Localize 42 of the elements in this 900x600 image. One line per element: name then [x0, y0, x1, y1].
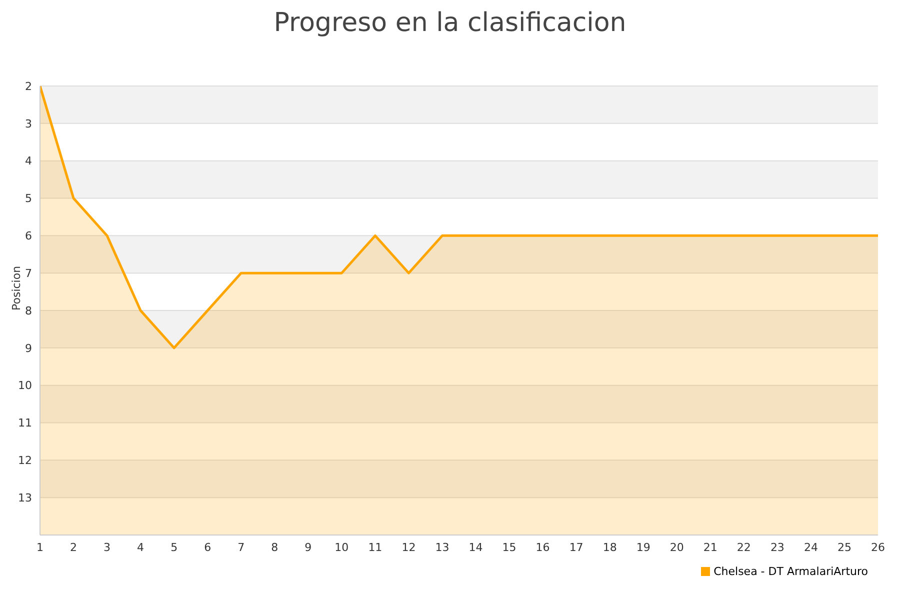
x-tick-label: 11: [368, 540, 382, 554]
y-tick-label: 12: [18, 454, 32, 468]
legend-label: Chelsea - DT ArmalariArturo: [714, 565, 868, 578]
y-tick-label: 13: [18, 491, 32, 504]
x-tick-label: 23: [770, 540, 784, 554]
x-tick-label: 1: [36, 540, 44, 554]
x-tick-label: 20: [670, 540, 684, 554]
x-tick-label: 6: [204, 540, 212, 554]
x-tick-label: 12: [402, 540, 416, 554]
x-tick-label: 15: [502, 540, 516, 554]
x-tick-label: 4: [137, 540, 144, 554]
y-tick-label: 7: [25, 266, 32, 280]
x-tick-label: 7: [238, 540, 245, 554]
y-tick-label: 6: [25, 230, 32, 243]
x-tick-label: 19: [636, 540, 650, 554]
x-tick-label: 10: [334, 540, 349, 554]
chart-title: Progreso en la clasificacion: [272, 8, 628, 40]
x-tick-label: 18: [602, 540, 617, 554]
y-tick-label: 11: [18, 416, 32, 430]
x-tick-label: 3: [104, 540, 111, 554]
x-tick-label: 24: [804, 540, 818, 554]
x-tick-label: 5: [170, 540, 178, 554]
x-tick-label: 25: [837, 540, 852, 554]
x-tick-label: 26: [871, 540, 885, 554]
x-tick-label: 14: [468, 540, 483, 554]
y-axis-title: Posicion: [10, 266, 23, 310]
y-tick-label: 10: [18, 379, 32, 392]
y-tick-label: 2: [25, 80, 32, 93]
y-tick-label: 3: [25, 117, 32, 130]
y-tick-label: 4: [25, 154, 32, 168]
y-tick-label: 5: [25, 192, 32, 206]
y-tick-label: 8: [25, 304, 32, 318]
x-tick-label: 21: [703, 540, 718, 554]
x-tick-label: 2: [70, 540, 78, 554]
x-tick-label: 13: [435, 540, 450, 554]
y-tick-label: 9: [25, 342, 32, 355]
x-tick-label: 16: [536, 540, 550, 554]
line-series: [40, 86, 878, 350]
x-tick-label: 8: [271, 540, 278, 554]
x-tick-label: 22: [736, 540, 751, 554]
x-tick-label: 9: [304, 540, 312, 554]
x-tick-label: 17: [569, 540, 584, 554]
